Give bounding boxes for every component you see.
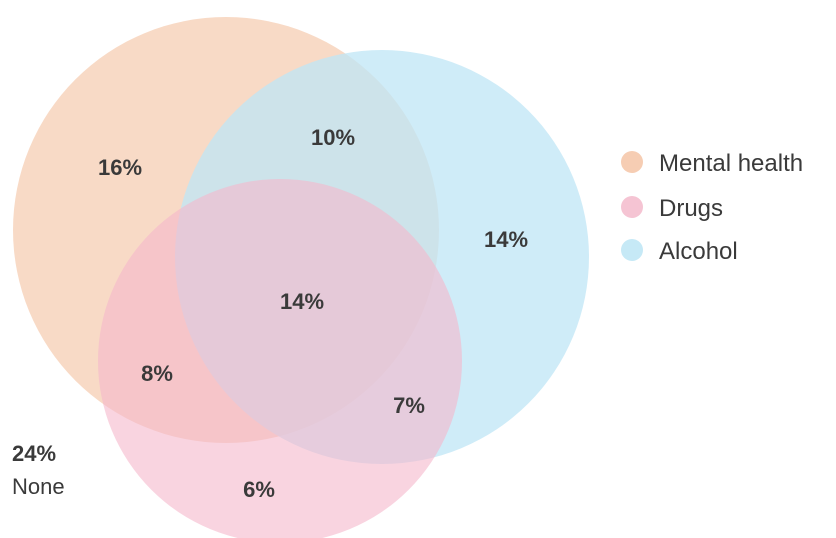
legend-item-alcohol: Alcohol xyxy=(621,238,738,265)
legend-swatch-alcohol xyxy=(621,239,643,261)
legend-item-mental-health: Mental health xyxy=(621,150,803,177)
legend-label-drugs: Drugs xyxy=(659,195,723,222)
region-drugs-only: 6% xyxy=(243,477,275,502)
region-alcohol-only: 14% xyxy=(484,227,528,252)
circle-drugs xyxy=(98,179,462,538)
none-value: 24% xyxy=(12,441,56,466)
region-all-three: 14% xyxy=(280,289,324,314)
none-annotation: 24% None xyxy=(12,441,65,499)
region-mental-drugs: 8% xyxy=(141,361,173,386)
legend-label-alcohol: Alcohol xyxy=(659,238,738,265)
legend: Mental health Drugs Alcohol xyxy=(621,150,803,265)
region-labels: 16% 10% 14% 14% 8% 7% 6% xyxy=(98,125,528,502)
venn-circles xyxy=(13,17,589,538)
legend-label-mental-health: Mental health xyxy=(659,150,803,177)
legend-swatch-mental-health xyxy=(621,151,643,173)
none-label: None xyxy=(12,474,65,499)
region-mental-only: 16% xyxy=(98,155,142,180)
region-drugs-alcohol: 7% xyxy=(393,393,425,418)
region-mental-alcohol: 10% xyxy=(311,125,355,150)
legend-item-drugs: Drugs xyxy=(621,195,723,222)
legend-swatch-drugs xyxy=(621,196,643,218)
